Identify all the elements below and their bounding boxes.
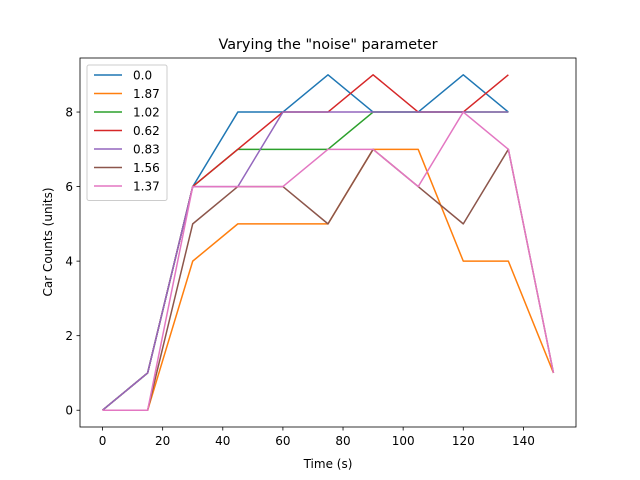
x-tick-label-0: 0 — [99, 434, 107, 448]
x-tick-label-5: 100 — [392, 434, 415, 448]
legend-label-2: 1.02 — [133, 106, 160, 120]
x-tick-label-4: 80 — [335, 434, 350, 448]
y-tick-label-1: 2 — [65, 329, 73, 343]
series-line-5 — [102, 148, 555, 411]
x-tick-label-1: 20 — [155, 434, 170, 448]
x-tick-label-6: 120 — [452, 434, 475, 448]
x-axis-label: Time (s) — [303, 457, 353, 471]
legend: 0.0 1.87 1.02 0.62 0.83 1.56 1.37 — [86, 64, 168, 201]
legend-label-1: 1.87 — [133, 87, 160, 101]
legend-label-0: 0.0 — [133, 69, 152, 83]
legend-label-6: 1.37 — [133, 180, 160, 194]
plot-area — [102, 74, 555, 411]
y-tick-label-0: 0 — [65, 404, 73, 418]
axes-frame — [79, 57, 577, 428]
y-tick-label-3: 6 — [65, 180, 73, 194]
x-tick-label-7: 140 — [512, 434, 535, 448]
y-tick-label-2: 4 — [65, 255, 73, 269]
axes: 0 20 40 60 80 100 120 140 0 2 4 6 8 — [65, 57, 577, 448]
legend-label-5: 1.56 — [133, 161, 160, 175]
x-tick-label-3: 60 — [275, 434, 290, 448]
series-line-6 — [102, 111, 555, 411]
y-tick-label-4: 8 — [65, 106, 73, 120]
legend-label-3: 0.62 — [133, 124, 160, 138]
legend-box — [86, 64, 168, 201]
legend-label-4: 0.83 — [133, 143, 160, 157]
y-axis-label: Car Counts (units) — [41, 187, 55, 296]
series-line-4 — [102, 111, 509, 411]
x-tick-label-2: 40 — [215, 434, 230, 448]
chart-title: Varying the "noise" parameter — [218, 37, 437, 53]
